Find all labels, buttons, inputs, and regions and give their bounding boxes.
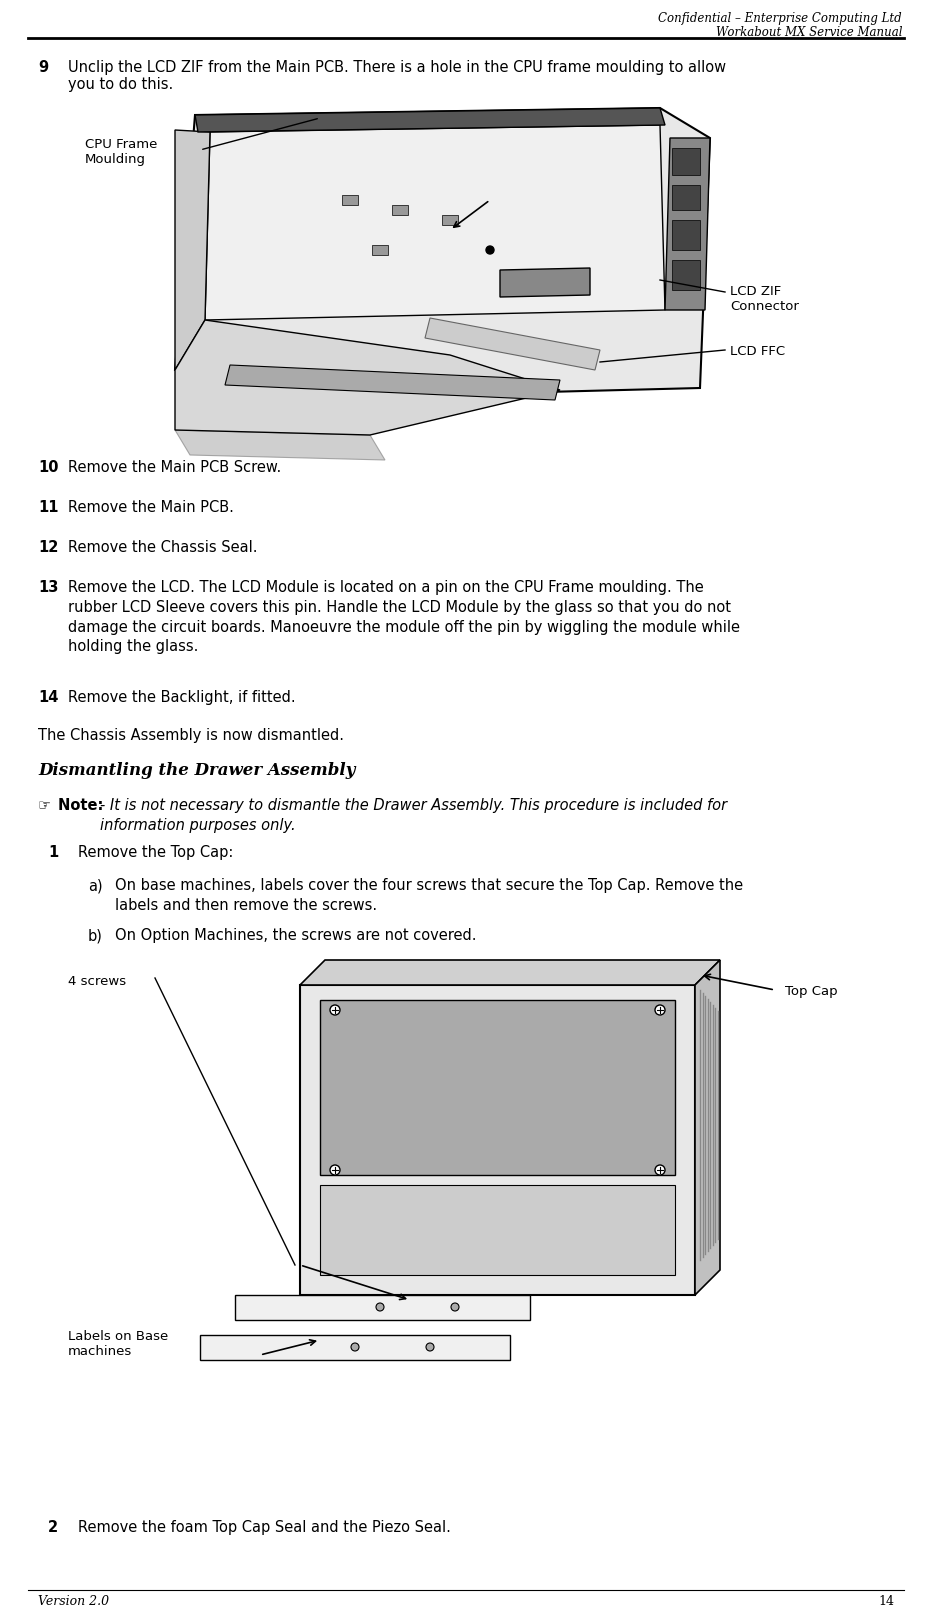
Polygon shape <box>500 269 590 298</box>
Text: LCD FFC: LCD FFC <box>730 344 785 357</box>
Text: 11: 11 <box>38 500 59 515</box>
Text: Remove the foam Top Cap Seal and the Piezo Seal.: Remove the foam Top Cap Seal and the Pie… <box>78 1521 451 1535</box>
Text: 1: 1 <box>48 845 58 859</box>
Text: Remove the Main PCB.: Remove the Main PCB. <box>68 500 234 515</box>
Polygon shape <box>300 961 720 985</box>
Text: On Option Machines, the screws are not covered.: On Option Machines, the screws are not c… <box>115 928 476 943</box>
Polygon shape <box>235 1295 530 1319</box>
Polygon shape <box>175 108 710 401</box>
Circle shape <box>655 1165 665 1175</box>
Text: Confidential – Enterprise Computing Ltd: Confidential – Enterprise Computing Ltd <box>658 11 902 26</box>
Text: a): a) <box>88 879 103 893</box>
Text: Workabout MX Service Manual: Workabout MX Service Manual <box>716 26 902 39</box>
Polygon shape <box>200 1335 510 1360</box>
Polygon shape <box>372 245 388 254</box>
Text: b): b) <box>88 928 103 943</box>
Text: Remove the Main PCB Screw.: Remove the Main PCB Screw. <box>68 460 281 475</box>
Polygon shape <box>672 185 700 211</box>
Text: 4 screws: 4 screws <box>68 975 126 988</box>
Polygon shape <box>342 195 358 204</box>
Polygon shape <box>205 126 665 320</box>
Text: - It is not necessary to dismantle the Drawer Assembly. This procedure is includ: - It is not necessary to dismantle the D… <box>100 798 727 833</box>
Text: Remove the Top Cap:: Remove the Top Cap: <box>78 845 233 859</box>
Text: Remove the LCD. The LCD Module is located on a pin on the CPU Frame moulding. Th: Remove the LCD. The LCD Module is locate… <box>68 579 740 655</box>
Polygon shape <box>672 261 700 290</box>
Text: LCD ZIF
Connector: LCD ZIF Connector <box>730 285 799 314</box>
Text: 14: 14 <box>878 1595 894 1607</box>
Text: Note:: Note: <box>58 798 108 813</box>
Polygon shape <box>225 365 560 401</box>
Polygon shape <box>175 130 210 370</box>
Polygon shape <box>195 108 665 132</box>
Text: 13: 13 <box>38 579 59 595</box>
Text: ☞: ☞ <box>38 798 51 813</box>
Text: Remove the Chassis Seal.: Remove the Chassis Seal. <box>68 541 257 555</box>
Polygon shape <box>175 320 560 434</box>
Circle shape <box>351 1344 359 1352</box>
Polygon shape <box>392 204 408 216</box>
Text: The Chassis Assembly is now dismantled.: The Chassis Assembly is now dismantled. <box>38 727 344 743</box>
Text: 14: 14 <box>38 690 59 705</box>
Polygon shape <box>672 148 700 175</box>
Polygon shape <box>425 319 600 370</box>
Text: Unclip the LCD ZIF from the Main PCB. There is a hole in the CPU frame moulding : Unclip the LCD ZIF from the Main PCB. Th… <box>68 60 726 92</box>
Circle shape <box>486 246 494 254</box>
Text: 2: 2 <box>48 1521 58 1535</box>
Polygon shape <box>442 216 458 225</box>
Polygon shape <box>665 138 710 311</box>
Text: Top Cap: Top Cap <box>785 985 838 998</box>
Text: Remove the Backlight, if fitted.: Remove the Backlight, if fitted. <box>68 690 295 705</box>
Polygon shape <box>672 220 700 249</box>
Circle shape <box>426 1344 434 1352</box>
Circle shape <box>330 1006 340 1015</box>
Text: Version 2.0: Version 2.0 <box>38 1595 109 1607</box>
Text: 10: 10 <box>38 460 59 475</box>
Polygon shape <box>300 985 695 1295</box>
Polygon shape <box>320 1001 675 1175</box>
Circle shape <box>376 1303 384 1311</box>
Text: Labels on Base
machines: Labels on Base machines <box>68 1331 169 1358</box>
Circle shape <box>451 1303 459 1311</box>
Text: Dismantling the Drawer Assembly: Dismantling the Drawer Assembly <box>38 763 355 779</box>
Polygon shape <box>695 961 720 1295</box>
Circle shape <box>330 1165 340 1175</box>
Polygon shape <box>175 430 385 460</box>
Polygon shape <box>320 1184 675 1274</box>
Text: On base machines, labels cover the four screws that secure the Top Cap. Remove t: On base machines, labels cover the four … <box>115 879 743 912</box>
Circle shape <box>655 1006 665 1015</box>
Text: CPU Frame
Moulding: CPU Frame Moulding <box>85 138 158 166</box>
Text: 9: 9 <box>38 60 48 76</box>
Text: 12: 12 <box>38 541 59 555</box>
